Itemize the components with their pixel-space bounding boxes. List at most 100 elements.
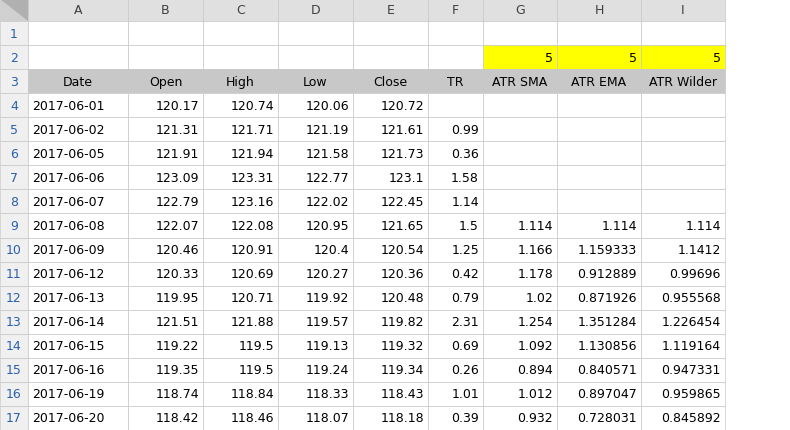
Text: 120.33: 120.33 [156, 267, 199, 280]
Text: 1.1412: 1.1412 [678, 243, 721, 256]
Text: ATR Wilder: ATR Wilder [649, 76, 717, 89]
Text: 121.61: 121.61 [381, 123, 424, 136]
Bar [353, 70, 428, 94]
Text: 120.91: 120.91 [231, 243, 274, 256]
Text: 0.955568: 0.955568 [661, 292, 721, 304]
Bar [641, 166, 725, 190]
Text: 0.932: 0.932 [517, 412, 553, 424]
Text: 119.95: 119.95 [156, 292, 199, 304]
Bar [28, 406, 128, 430]
Bar [557, 334, 641, 358]
Bar [428, 310, 483, 334]
Text: 1.178: 1.178 [517, 267, 553, 280]
Bar [483, 166, 557, 190]
Bar [353, 286, 428, 310]
Text: 123.16: 123.16 [231, 196, 274, 209]
Text: 17: 17 [6, 412, 22, 424]
Text: 0.26: 0.26 [451, 363, 479, 377]
Text: 1.254: 1.254 [517, 316, 553, 329]
Bar [725, 0, 790, 430]
Text: 2017-06-12: 2017-06-12 [32, 267, 104, 280]
Bar [278, 382, 353, 406]
Bar [641, 22, 725, 46]
Bar [278, 334, 353, 358]
Text: 14: 14 [6, 340, 22, 353]
Text: C: C [236, 4, 245, 18]
Bar [353, 238, 428, 262]
Text: 122.07: 122.07 [156, 219, 199, 233]
Text: Close: Close [374, 76, 408, 89]
Bar [0, 190, 28, 214]
Bar [28, 166, 128, 190]
Bar [278, 70, 353, 94]
Bar [203, 166, 278, 190]
Text: 4: 4 [10, 99, 18, 112]
Text: 5: 5 [629, 52, 637, 64]
Bar [641, 0, 725, 22]
Bar [128, 0, 203, 22]
Text: 122.02: 122.02 [306, 196, 349, 209]
Bar [641, 238, 725, 262]
Text: 118.33: 118.33 [306, 387, 349, 400]
Bar [641, 190, 725, 214]
Bar [353, 142, 428, 166]
Bar [428, 382, 483, 406]
Text: 120.36: 120.36 [381, 267, 424, 280]
Text: 120.27: 120.27 [306, 267, 349, 280]
Text: 3: 3 [10, 76, 18, 89]
Text: 119.57: 119.57 [306, 316, 349, 329]
Bar [557, 358, 641, 382]
Text: 1.58: 1.58 [451, 172, 479, 184]
Text: 16: 16 [6, 387, 22, 400]
Text: 121.91: 121.91 [156, 147, 199, 160]
Bar [483, 334, 557, 358]
Bar [203, 22, 278, 46]
Text: 15: 15 [6, 363, 22, 377]
Bar [483, 358, 557, 382]
Bar [0, 286, 28, 310]
Bar [353, 214, 428, 238]
Bar [203, 70, 278, 94]
Bar [128, 22, 203, 46]
Text: 1.351284: 1.351284 [577, 316, 637, 329]
Text: 120.17: 120.17 [156, 99, 199, 112]
Bar [483, 190, 557, 214]
Text: 0.871926: 0.871926 [577, 292, 637, 304]
Bar [641, 142, 725, 166]
Bar [28, 118, 128, 142]
Text: 0.845892: 0.845892 [661, 412, 721, 424]
Bar [428, 94, 483, 118]
Text: 120.54: 120.54 [380, 243, 424, 256]
Bar [641, 94, 725, 118]
Bar [28, 382, 128, 406]
Bar [483, 382, 557, 406]
Bar [428, 238, 483, 262]
Text: 2017-06-16: 2017-06-16 [32, 363, 104, 377]
Text: A: A [73, 4, 82, 18]
Bar [483, 22, 557, 46]
Text: 0.894: 0.894 [517, 363, 553, 377]
Bar [428, 262, 483, 286]
Text: Date: Date [63, 76, 93, 89]
Bar [557, 382, 641, 406]
Text: 119.5: 119.5 [239, 340, 274, 353]
Text: 119.5: 119.5 [239, 363, 274, 377]
Bar [483, 70, 557, 94]
Bar [28, 262, 128, 286]
Text: 118.42: 118.42 [156, 412, 199, 424]
Bar [428, 46, 483, 70]
Text: 1.166: 1.166 [517, 243, 553, 256]
Text: 120.46: 120.46 [156, 243, 199, 256]
Bar [28, 70, 128, 94]
Bar [557, 286, 641, 310]
Bar [0, 0, 28, 22]
Bar [557, 142, 641, 166]
Bar [353, 46, 428, 70]
Bar [0, 214, 28, 238]
Text: 1.5: 1.5 [459, 219, 479, 233]
Bar [28, 214, 128, 238]
Text: F: F [452, 4, 459, 18]
Bar [557, 0, 641, 22]
Text: 120.06: 120.06 [306, 99, 349, 112]
Bar [28, 238, 128, 262]
